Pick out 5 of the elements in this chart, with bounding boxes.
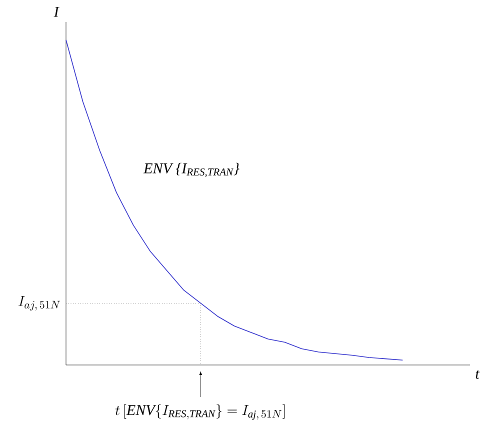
text: $t\,[\mathit{ENV}\{I_{\mathit{RES,TRAN}}\} = I_{\mathit{aj},\,51N}]$	[115, 404, 285, 420]
annotation: ENV {I$_{RES,TRAN}$}	[143, 162, 240, 178]
x-axis-title: t	[476, 370, 480, 379]
ref-line-label: $I_{aj,\,51N}$	[18, 296, 60, 311]
y-axis-title: I	[54, 6, 60, 17]
